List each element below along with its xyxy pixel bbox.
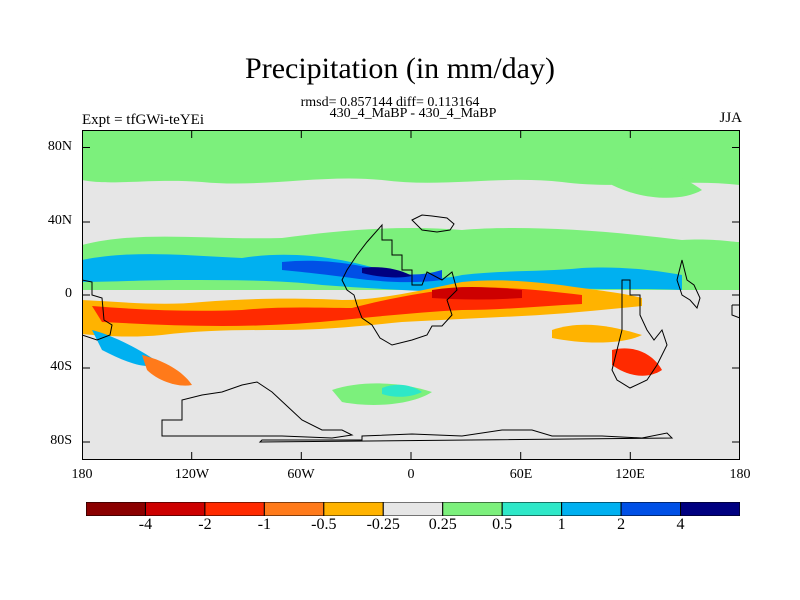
stats-text: rmsd= 0.857144 diff= 0.113164 [300,95,480,110]
lat-label-80n: 80N [47,139,72,154]
colorbar-swatch [204,502,265,516]
americas-west-coastline [82,279,113,341]
north-pacific-patch [612,166,702,198]
lon-label-180-east: 180 [729,467,751,482]
lon-label-0: 0 [407,467,415,482]
colorbar-swatch [442,502,503,516]
colorbar-swatch [263,502,325,516]
antarctic-coastline-east [258,429,674,443]
colorbar-swatch [561,502,622,516]
colorbar-swatch [620,502,682,516]
pacific-island-coastline [676,259,701,310]
map-field [82,130,740,460]
north-wet-band [82,130,740,185]
colorbar-label: -0.5 [311,516,337,533]
antarctic-coastline-west [161,381,354,439]
colorbar-label: -4 [138,516,153,533]
chart-title: Precipitation (in mm/day) [245,52,555,85]
lat-label-0: 0 [65,286,72,301]
lon-label-120e: 120E [615,467,645,482]
colorbar-label: -2 [198,516,212,533]
colorbar-label: -1 [257,516,272,533]
colorbar-label: -0.25 [366,516,400,533]
itcz-dark-blue [362,267,412,278]
difference-label: 430_4_MaBP - 430_4_MaBP [329,106,497,121]
southwest-orange-patch [142,355,192,386]
colorbar-swatch [144,502,206,516]
lat-label-40n: 40N [47,213,72,228]
colorbar-swatch [501,502,563,516]
colorbar-label: 0.25 [428,516,457,533]
colorbar-label: 2 [617,516,626,533]
australia-red-patch [612,348,662,376]
lon-label-120w: 120W [174,467,210,482]
colorbar [86,502,740,516]
colorbar-label: 4 [676,516,685,533]
colorbar-swatch [382,502,444,516]
colorbar-swatch [680,502,740,516]
lat-label-40s: 40S [50,359,72,374]
australia-coastline [611,279,668,389]
experiment-label: Expt = tfGWi-teYEi [82,112,204,128]
lon-label-180-west: 180 [71,467,93,482]
colorbar-label: 0.5 [492,516,513,533]
season-label: JJA [719,110,742,126]
colorbar-swatch [86,502,146,516]
africa-coastline [341,223,458,346]
precipitation-map [82,130,740,460]
axis-ticks [82,130,740,460]
colorbar-swatch [323,502,384,516]
americas-east-coastline [731,304,740,319]
colorbar-label: 1 [557,516,566,533]
dry-core [432,286,522,300]
lon-label-60e: 60E [509,467,533,482]
europe-coastline [411,214,455,233]
south-cyan-patch [382,384,422,397]
lat-label-80s: 80S [50,433,72,448]
lon-label-60w: 60W [287,467,315,482]
